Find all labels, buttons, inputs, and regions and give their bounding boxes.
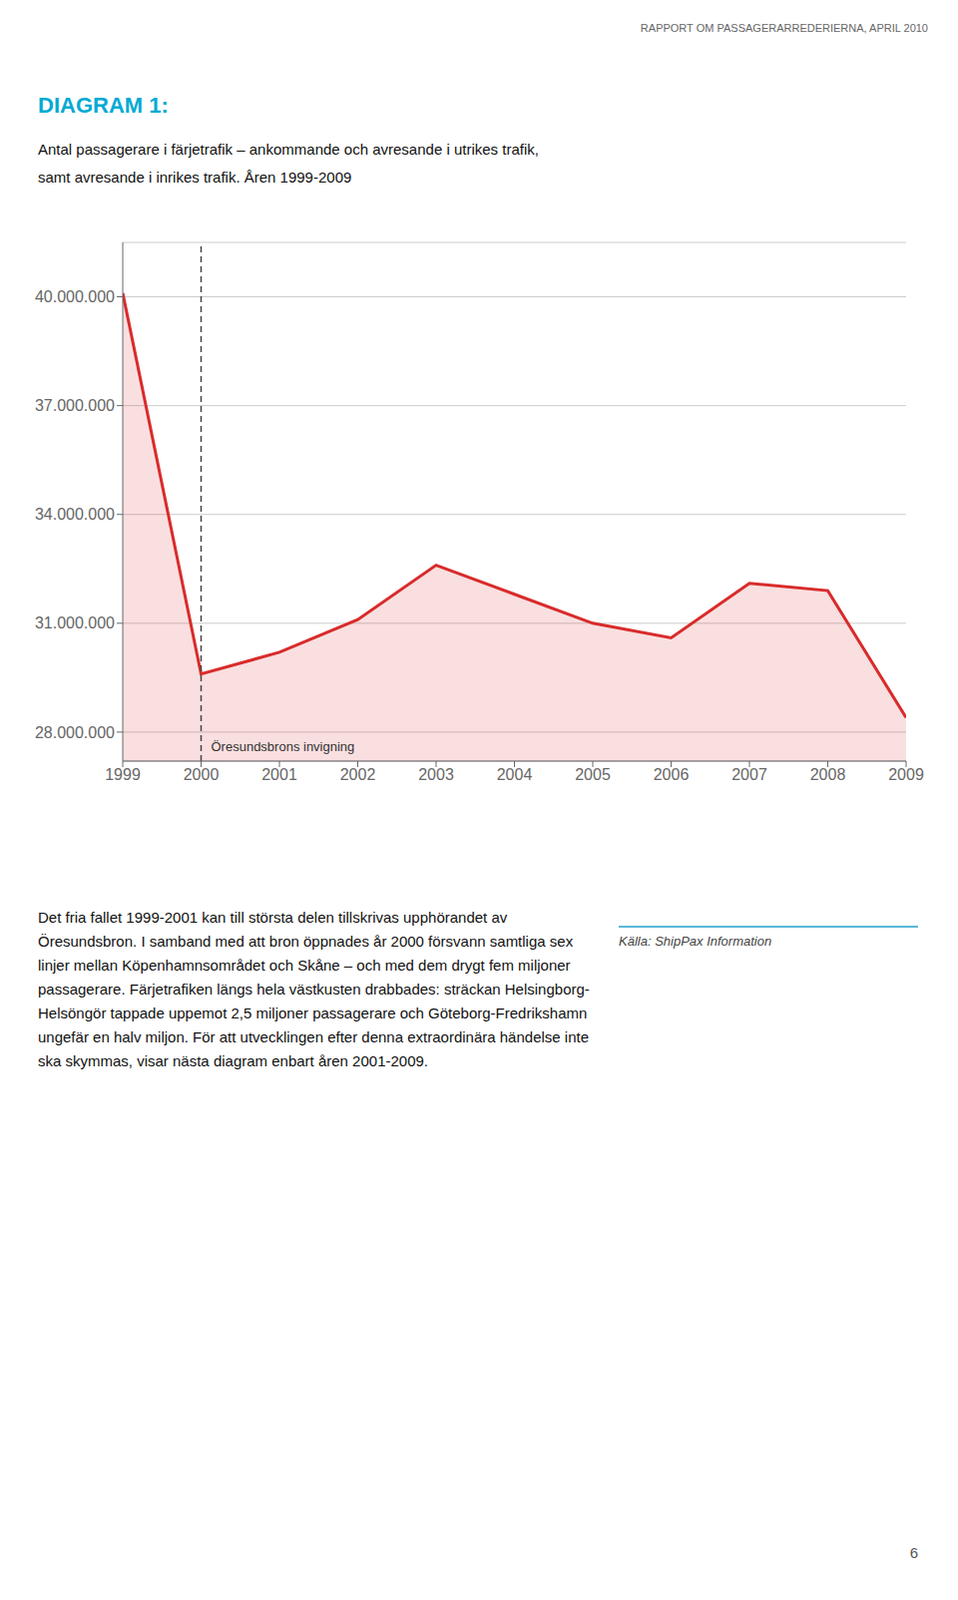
svg-text:2002: 2002 [340,766,377,784]
html-text:Källa: ShipPax Information: Källa: ShipPax Information [618,934,772,950]
svg-text:34.000.000: 34.000.000 [34,505,115,523]
svg-text:40.000.000: 40.000.000 [34,288,115,306]
html-text:Antal passagerare i färjetrafi: Antal passagerare i färjetrafik – ankomm… [37,140,539,158]
svg-text:2008: 2008 [810,766,847,784]
svg-text:2009: 2009 [888,766,925,784]
svg-text:37.000.000: 37.000.000 [34,397,115,415]
svg-text:2001: 2001 [261,766,298,784]
html-text:6: 6 [909,1544,919,1562]
svg-text:2000: 2000 [183,766,220,784]
svg-text:2006: 2006 [653,766,690,784]
html-text:DIAGRAM 1:: DIAGRAM 1: [37,92,169,118]
svg-text:2005: 2005 [574,766,611,784]
html-text:samt avresande i inrikes trafi: samt avresande i inrikes trafik. Åren 19… [37,168,352,186]
html-text:Det fria fallet 1999-2001 kan: Det fria fallet 1999-2001 kan till störs… [37,909,590,1070]
svg-text:2003: 2003 [418,766,455,784]
svg-text:2004: 2004 [496,766,533,784]
svg-text:28.000.000: 28.000.000 [34,724,115,742]
svg-text:31.000.000: 31.000.000 [34,614,115,632]
svg-text:1999: 1999 [104,766,141,784]
svg-text:Öresundsbrons invigning: Öresundsbrons invigning [211,739,356,755]
svg-text:2007: 2007 [731,766,768,784]
html-text:RAPPORT OM PASSAGERARREDERIERN: RAPPORT OM PASSAGERARREDERIERNA, APRIL 2… [640,21,929,34]
